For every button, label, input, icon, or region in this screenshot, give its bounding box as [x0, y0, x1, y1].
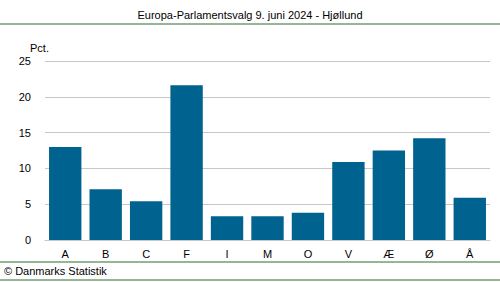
svg-text:Å: Å: [466, 248, 474, 260]
svg-text:Pct.: Pct.: [30, 42, 49, 54]
svg-text:C: C: [142, 248, 150, 260]
svg-text:© Danmarks Statistik: © Danmarks Statistik: [4, 265, 107, 277]
svg-text:I: I: [226, 248, 229, 260]
svg-text:M: M: [263, 248, 272, 260]
svg-text:Æ: Æ: [383, 248, 394, 260]
svg-text:0: 0: [25, 234, 31, 246]
svg-text:B: B: [102, 248, 109, 260]
svg-text:25: 25: [19, 55, 31, 67]
svg-text:10: 10: [19, 162, 31, 174]
svg-text:Ø: Ø: [425, 248, 434, 260]
svg-text:15: 15: [19, 127, 31, 139]
svg-text:O: O: [304, 248, 313, 260]
svg-text:F: F: [183, 248, 190, 260]
svg-text:V: V: [345, 248, 353, 260]
svg-text:Europa-Parlamentsvalg 9. juni: Europa-Parlamentsvalg 9. juni 2024 - Hjø…: [137, 9, 362, 21]
svg-text:20: 20: [19, 91, 31, 103]
svg-text:A: A: [62, 248, 70, 260]
svg-text:5: 5: [25, 198, 31, 210]
